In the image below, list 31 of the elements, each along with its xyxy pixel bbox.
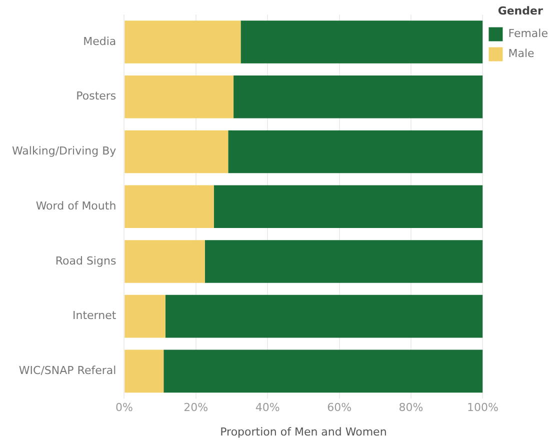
x-axis-title: Proportion of Men and Women — [220, 425, 387, 438]
bar — [124, 130, 228, 174]
x-tick-label: 20% — [184, 401, 208, 414]
bar — [124, 185, 214, 228]
y-tick-label: Word of Mouth — [36, 199, 116, 212]
y-tick-label: Media — [83, 34, 116, 48]
y-tick-label: Posters — [76, 90, 116, 103]
legend-label: Female — [508, 27, 548, 40]
bar — [124, 20, 241, 64]
bar — [214, 185, 483, 228]
y-tick-label: Road Signs — [55, 254, 116, 268]
bar — [228, 130, 483, 174]
bar — [124, 350, 164, 393]
legend-label: Male — [508, 47, 535, 60]
y-tick-label: Internet — [72, 309, 117, 322]
bar — [240, 20, 483, 64]
legend-title: Gender — [498, 4, 544, 18]
bar — [124, 240, 205, 283]
bar — [234, 75, 483, 118]
bar — [164, 350, 483, 393]
bar — [124, 75, 234, 118]
y-tick-label: Walking/Driving By — [12, 144, 117, 158]
y-tick-label: WIC/SNAP Referal — [18, 364, 116, 378]
bar — [204, 240, 483, 283]
x-tick-label: 100% — [467, 401, 498, 414]
x-tick-label: 60% — [327, 401, 352, 414]
bar — [124, 294, 166, 338]
x-tick-label: 80% — [398, 401, 424, 414]
x-tick-label: 0% — [115, 401, 133, 414]
x-tick-label: 40% — [255, 401, 280, 414]
bar — [165, 294, 483, 338]
